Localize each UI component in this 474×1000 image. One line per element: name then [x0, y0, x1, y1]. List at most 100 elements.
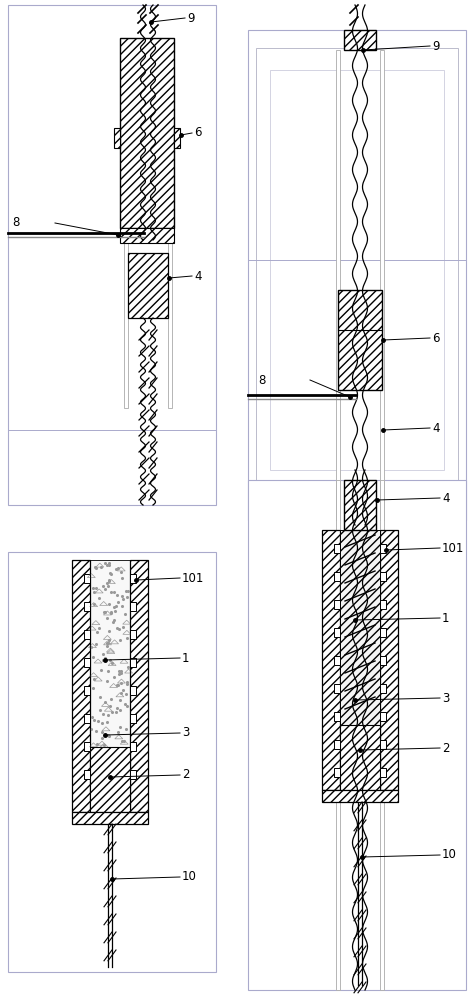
Bar [90, 747, 130, 812]
Text: 1: 1 [442, 611, 449, 624]
Text: 9: 9 [432, 39, 439, 52]
Bar [334, 740, 340, 749]
Point [119, 682, 127, 698]
Point [105, 707, 112, 723]
Point [103, 638, 110, 654]
Bar [334, 656, 340, 665]
Point [90, 712, 98, 728]
Bar [90, 560, 130, 747]
Bar [130, 602, 136, 611]
Bar [270, 70, 444, 470]
Point [92, 580, 100, 596]
Point [99, 652, 107, 668]
Point [116, 719, 124, 735]
Point [87, 721, 95, 737]
Bar [336, 480, 340, 990]
Bar [120, 228, 174, 243]
Point [123, 676, 131, 692]
Point [108, 584, 115, 600]
Point [112, 598, 120, 614]
Point [123, 686, 130, 702]
Bar [174, 128, 180, 148]
Text: 3: 3 [182, 726, 190, 740]
Bar [130, 714, 136, 723]
Bar [380, 544, 386, 553]
Bar [256, 48, 458, 520]
Bar [84, 658, 90, 667]
Point [108, 655, 116, 671]
Bar [130, 560, 148, 812]
Point [114, 677, 122, 693]
Point [105, 557, 113, 573]
Point [119, 619, 127, 635]
Point [114, 560, 122, 576]
Point [93, 624, 101, 640]
Bar [130, 770, 136, 779]
Point [103, 610, 111, 626]
Point [98, 715, 106, 731]
Bar [334, 768, 340, 777]
Point [108, 704, 115, 720]
Bar [90, 560, 130, 747]
Point [93, 736, 100, 752]
Point [107, 691, 115, 707]
Point [89, 649, 97, 665]
Bar [84, 686, 90, 695]
Point [92, 723, 100, 739]
Point [105, 573, 112, 589]
Text: 6: 6 [432, 332, 439, 344]
Point [105, 728, 112, 744]
Point [104, 663, 112, 679]
Point [123, 589, 131, 605]
Point [113, 700, 120, 716]
Point [103, 673, 110, 689]
Point [116, 702, 123, 718]
Point [114, 620, 121, 636]
Point [89, 680, 97, 696]
Bar [338, 290, 382, 390]
Point [121, 606, 128, 622]
Bar [248, 30, 466, 520]
Point [99, 578, 107, 594]
Bar [380, 628, 386, 637]
Bar [380, 480, 384, 990]
Bar [248, 480, 466, 990]
Point [103, 635, 111, 651]
Point [90, 671, 98, 687]
Text: 4: 4 [442, 491, 449, 504]
Bar [8, 552, 216, 972]
Bar [380, 50, 384, 520]
Point [106, 596, 113, 612]
Point [117, 665, 124, 681]
Text: 10: 10 [442, 848, 457, 861]
Point [100, 737, 108, 753]
Point [99, 724, 106, 740]
Bar [380, 530, 398, 790]
Bar [380, 600, 386, 609]
Point [118, 663, 125, 679]
Point [90, 596, 98, 612]
Bar [380, 768, 386, 777]
Point [124, 659, 132, 675]
Bar [380, 740, 386, 749]
Point [100, 604, 108, 620]
Bar [344, 480, 376, 530]
Bar [334, 684, 340, 693]
Bar [334, 572, 340, 581]
Point [115, 594, 122, 610]
Bar [120, 38, 174, 228]
Point [106, 652, 114, 668]
Bar [322, 530, 340, 790]
Point [115, 724, 122, 740]
Point [104, 578, 111, 594]
Bar [380, 572, 386, 581]
Bar [84, 574, 90, 583]
Point [113, 587, 121, 603]
Bar [380, 656, 386, 665]
Point [105, 623, 113, 639]
Text: 8: 8 [12, 217, 19, 230]
Point [103, 557, 111, 573]
Text: 101: 101 [442, 542, 465, 554]
Point [101, 555, 109, 571]
Point [117, 692, 124, 708]
